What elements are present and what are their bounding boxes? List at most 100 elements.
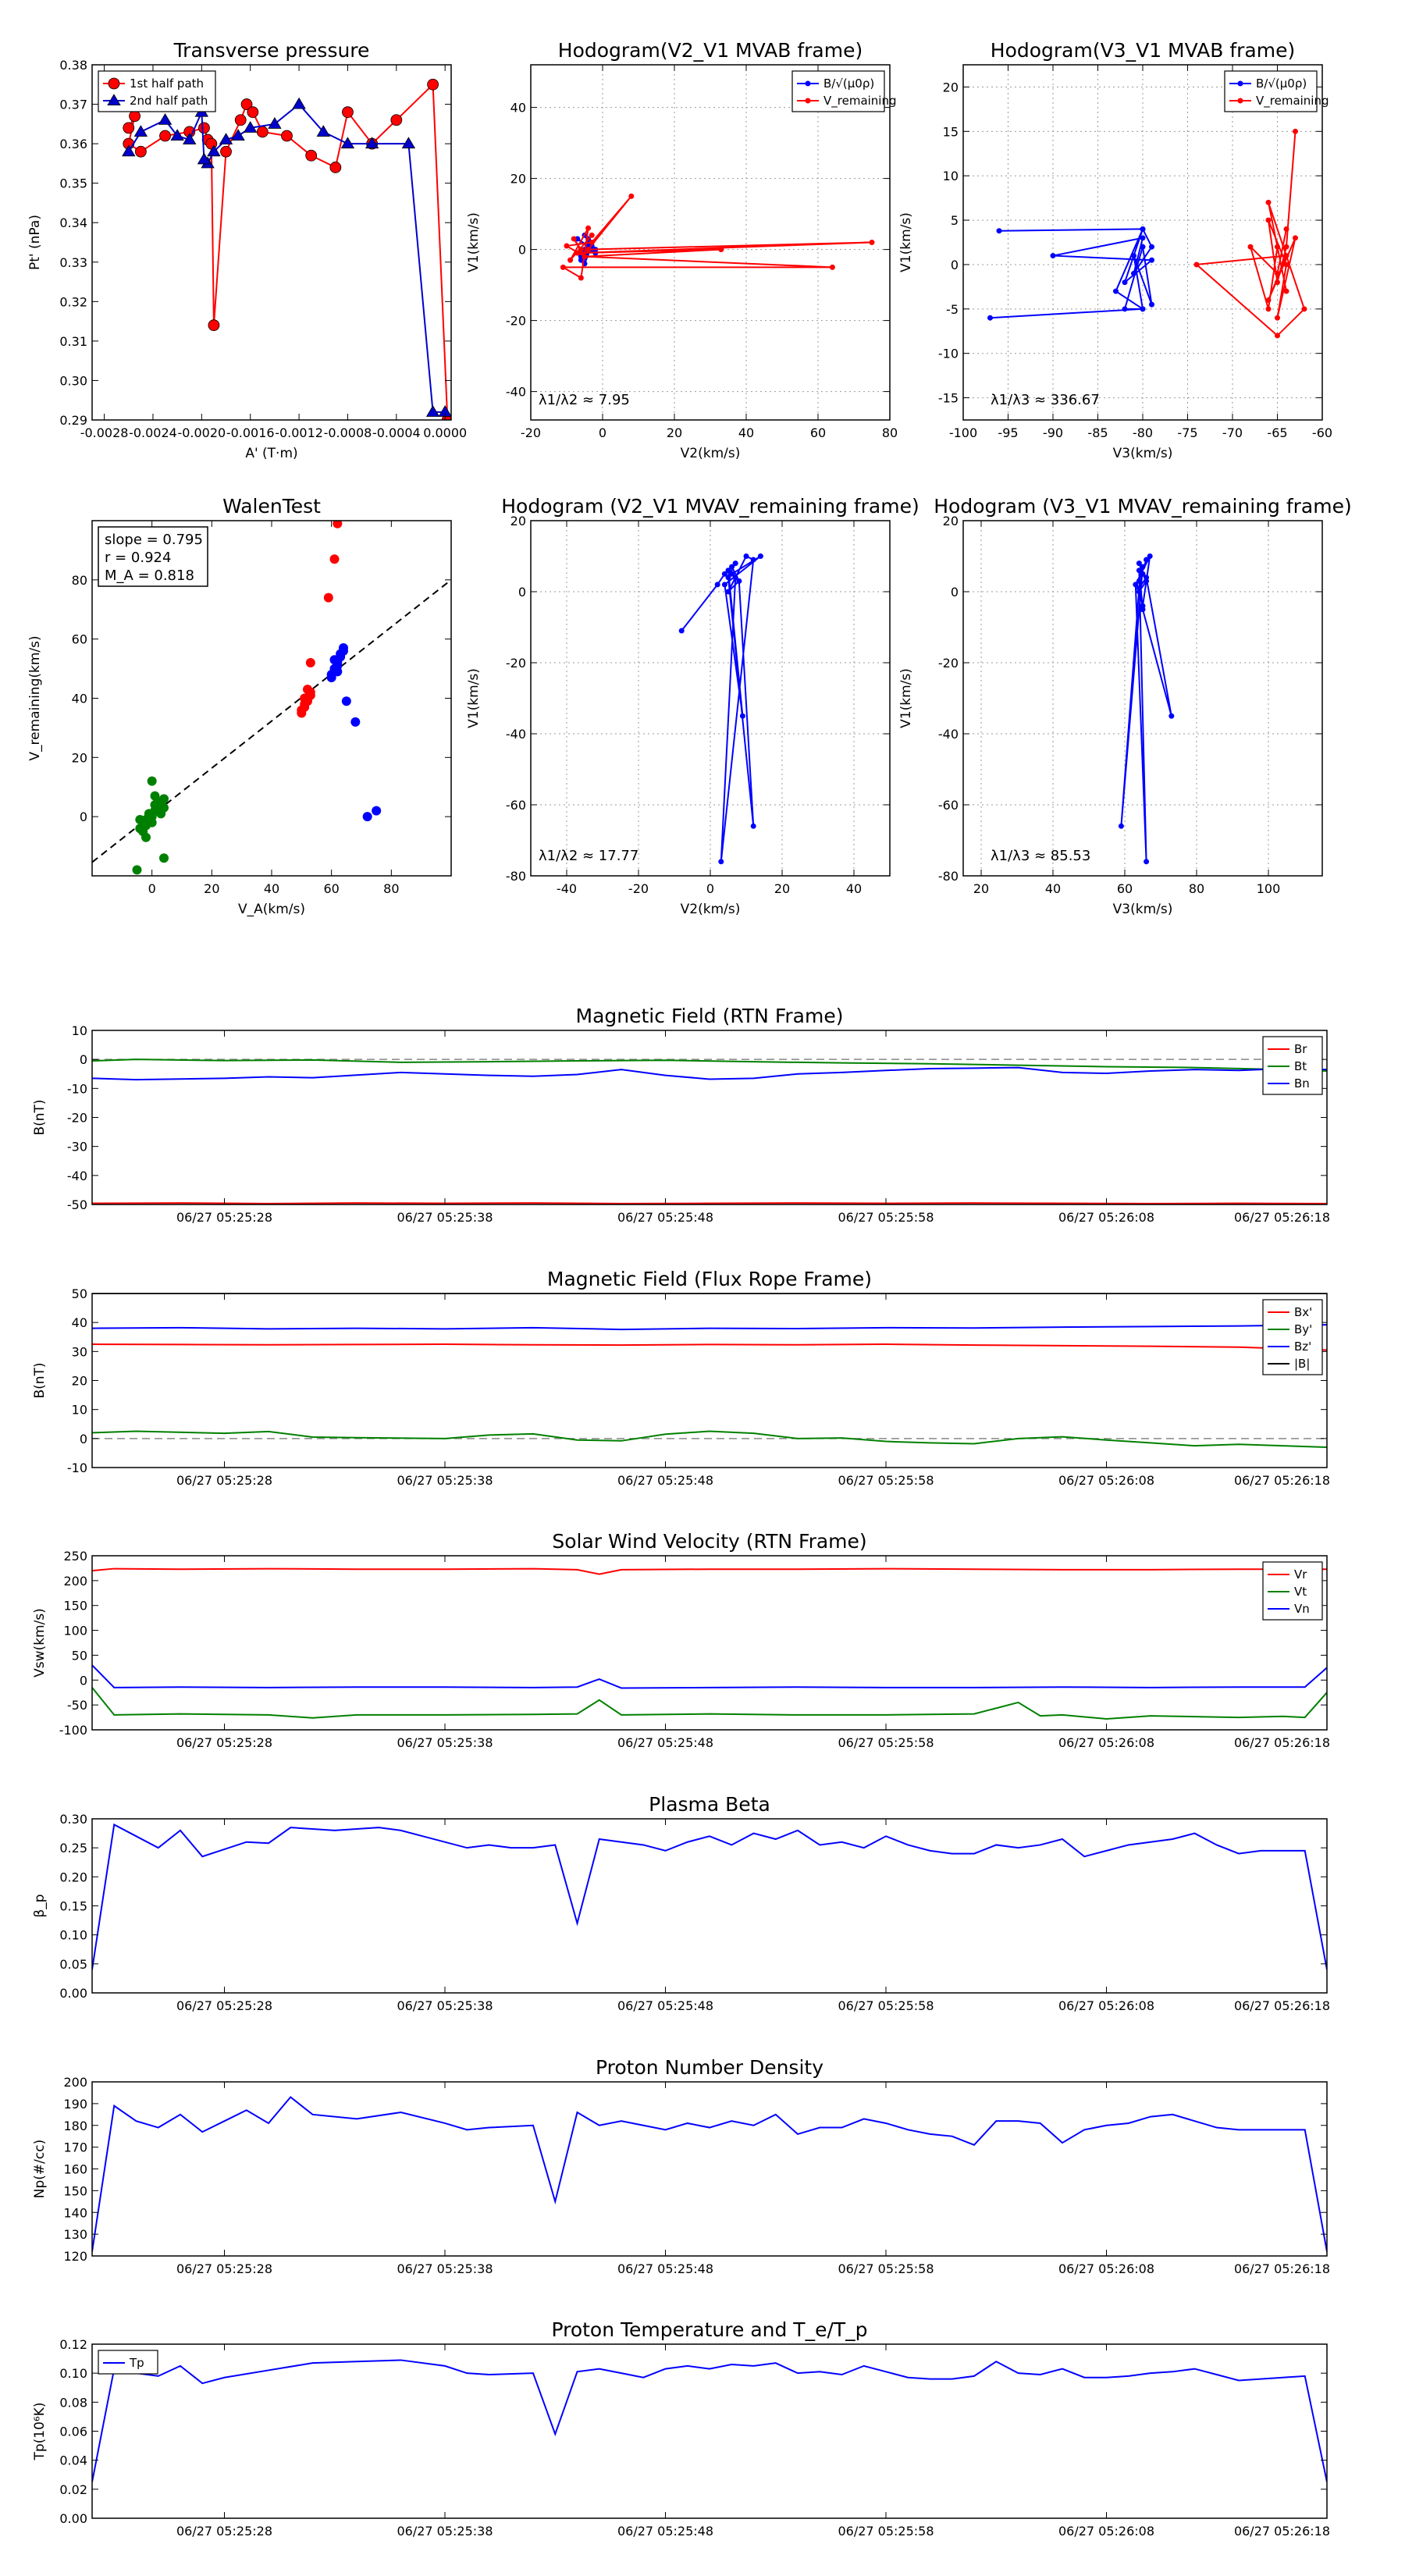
x-tick-label: 06/27 05:25:58 — [838, 2261, 934, 2276]
y-tick-label: 100 — [63, 1624, 87, 1638]
x-tick-label: 0 — [706, 881, 714, 896]
y-tick-label: 120 — [63, 2249, 87, 2264]
y-tick-label: 0.02 — [59, 2482, 87, 2497]
data-point — [1140, 306, 1146, 312]
y-axis-label: B(nT) — [32, 1362, 48, 1398]
y-tick-label: 10 — [72, 1403, 87, 1418]
x-tick-label: 60 — [1117, 881, 1133, 896]
series-V — [678, 553, 763, 865]
data-point — [316, 125, 330, 137]
series-line — [92, 1664, 1327, 1689]
series-line — [681, 555, 762, 862]
data-point — [1293, 128, 1298, 134]
data-point — [1283, 244, 1289, 250]
data-point — [1293, 235, 1298, 241]
chart-title: Proton Temperature and T_e/T_p — [551, 2318, 867, 2341]
plot-frame — [962, 64, 1323, 421]
data-point — [718, 859, 724, 865]
series-line — [92, 1324, 1327, 1331]
data-point — [1140, 564, 1146, 570]
series-By' — [92, 1430, 1327, 1448]
x-axis-label: V3(km/s) — [1113, 902, 1173, 917]
y-tick-label: -20 — [506, 656, 526, 671]
x-axis-label: V_A(km/s) — [238, 902, 305, 917]
stats-line: slope = 0.795 — [105, 532, 203, 548]
data-point — [1140, 226, 1146, 232]
x-tick-label: -0.0024 — [129, 425, 177, 440]
data-point — [401, 137, 416, 149]
y-tick-label: -10 — [67, 1081, 87, 1096]
series-line — [92, 1202, 1327, 1204]
series-line — [127, 103, 446, 413]
x-tick-label: 06/27 05:26:18 — [1234, 2524, 1330, 2539]
legend-label: Bx' — [1294, 1305, 1312, 1319]
data-point — [1147, 553, 1153, 559]
legend-label: Bn — [1294, 1076, 1310, 1091]
data-point — [427, 78, 439, 91]
data-point — [183, 133, 197, 145]
series-line — [92, 1343, 1327, 1351]
data-point — [732, 560, 738, 567]
data-point — [159, 853, 169, 863]
chart-proton-temperature: 06/27 05:25:28 06/27 05:25:38 06/27 05:25:… — [32, 2318, 1330, 2539]
data-point — [1283, 262, 1289, 268]
x-tick-label: 06/27 05:25:38 — [397, 2524, 493, 2539]
x-tick-label: -100 — [949, 425, 977, 440]
data-point — [141, 832, 151, 842]
x-tick-label: 06/27 05:25:28 — [176, 1735, 272, 1750]
x-tick-label: 0.0000 — [423, 425, 467, 440]
stats-line: r = 0.924 — [105, 550, 171, 566]
y-tick-label: 0.08 — [59, 2395, 87, 2410]
data-point — [333, 521, 343, 528]
data-point — [1050, 253, 1056, 259]
data-point — [743, 553, 749, 559]
data-point — [987, 315, 993, 321]
x-tick-label: 06/27 05:25:48 — [617, 2524, 713, 2539]
x-tick-label: 60 — [810, 425, 826, 440]
data-point — [725, 589, 731, 595]
data-point — [132, 865, 142, 875]
data-point — [1140, 571, 1146, 577]
legend-marker — [805, 98, 811, 104]
legend-label: B/√(μ0ρ) — [1256, 76, 1307, 91]
legend-label: Br — [1294, 1042, 1307, 1056]
data-point — [240, 98, 253, 110]
plot-frame — [91, 2343, 1328, 2519]
stats-box — [98, 526, 208, 587]
data-point — [300, 693, 310, 703]
plot-frame — [962, 520, 1323, 877]
y-tick-label: 0 — [518, 585, 526, 600]
data-point — [725, 575, 731, 581]
y-tick-label: 15 — [943, 124, 959, 139]
data-point — [578, 275, 584, 281]
data-point — [571, 236, 577, 242]
series-1st half path — [123, 78, 451, 420]
x-tick-label: -95 — [998, 425, 1018, 440]
y-tick-label: 20 — [943, 514, 959, 528]
plot-frame — [530, 520, 891, 877]
y-tick-label: 0.20 — [59, 1870, 87, 1884]
y-tick-label: 250 — [63, 1549, 87, 1564]
data-point — [564, 243, 570, 249]
series-Bt — [92, 1059, 1327, 1073]
chart-transverse-pressure: -0.0028 -0.0024 -0.0020 -0.0016 -0.0012 -0.00… — [27, 39, 467, 461]
data-point — [329, 655, 340, 665]
y-tick-label: 0.36 — [59, 137, 87, 151]
data-point — [714, 582, 720, 588]
data-point — [736, 578, 742, 584]
y-tick-label: 170 — [63, 2140, 87, 2155]
series-line — [1194, 131, 1306, 337]
y-tick-label: 0.33 — [59, 255, 87, 270]
data-point — [133, 125, 148, 137]
data-point — [1122, 279, 1128, 286]
data-point — [329, 554, 340, 564]
x-tick-label: -65 — [1267, 425, 1287, 440]
x-tick-label: 06/27 05:25:28 — [176, 1473, 272, 1488]
stats-line: M_A = 0.818 — [105, 568, 194, 584]
data-point — [739, 713, 745, 719]
y-tick-label: 140 — [63, 2205, 87, 2220]
data-point — [729, 571, 735, 577]
data-point — [750, 557, 756, 563]
y-tick-label: 10 — [72, 1023, 87, 1038]
